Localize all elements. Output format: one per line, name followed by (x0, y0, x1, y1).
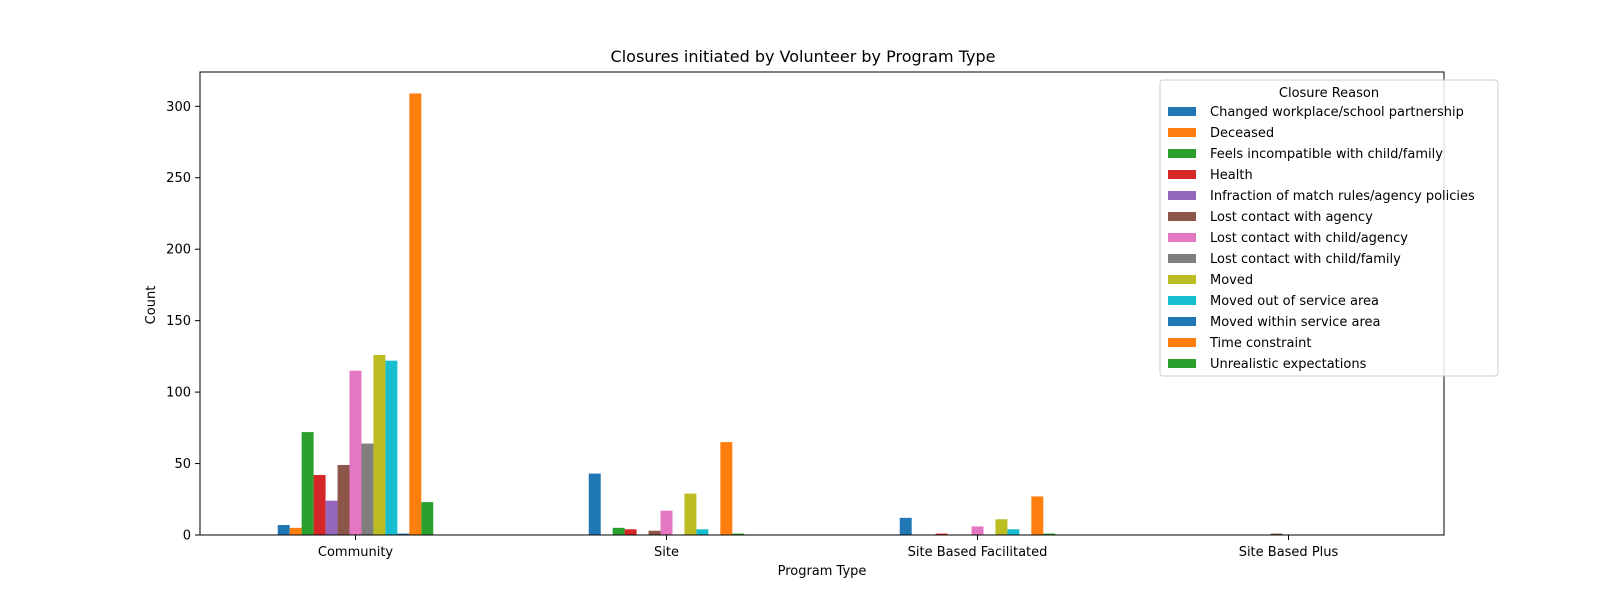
bar (385, 360, 398, 535)
legend-label: Unrealistic expectations (1210, 357, 1367, 372)
bar (421, 502, 434, 535)
x-tick-label: Site Based Plus (1239, 545, 1339, 560)
x-axis-label: Program Type (778, 564, 867, 579)
bar (660, 510, 673, 535)
bar (373, 354, 386, 535)
bar (277, 525, 290, 535)
legend-swatch (1168, 191, 1196, 200)
bar (1031, 496, 1044, 535)
bar (313, 474, 326, 535)
legend-swatch (1168, 107, 1196, 116)
x-tick-label: Site (654, 545, 679, 560)
legend-label: Lost contact with child/family (1210, 252, 1401, 267)
y-tick-label: 0 (183, 529, 191, 544)
legend-label: Infraction of match rules/agency policie… (1210, 189, 1475, 204)
bar (1007, 529, 1020, 535)
legend-label: Moved (1210, 273, 1253, 288)
bar (899, 517, 912, 535)
y-tick-label: 150 (166, 314, 191, 329)
x-tick-label: Community (318, 545, 394, 560)
y-tick-label: 50 (174, 457, 191, 472)
legend-label: Feels incompatible with child/family (1210, 147, 1443, 162)
bar (325, 500, 338, 535)
bar (289, 527, 302, 535)
legend-swatch (1168, 275, 1196, 284)
legend-label: Lost contact with child/agency (1210, 231, 1408, 246)
bar (995, 519, 1008, 535)
bar (684, 493, 697, 535)
legend-title: Closure Reason (1279, 86, 1379, 101)
legend-items: Changed workplace/school partnership Dece… (1168, 105, 1475, 372)
bar (349, 370, 362, 535)
bar (1270, 533, 1283, 535)
chart-title: Closures initiated by Volunteer by Progr… (611, 47, 996, 66)
legend-label: Health (1210, 168, 1253, 183)
bar (301, 432, 314, 535)
legend-swatch (1168, 317, 1196, 326)
legend-label: Moved within service area (1210, 315, 1381, 330)
y-tick-label: 300 (166, 100, 191, 115)
legend-swatch (1168, 170, 1196, 179)
legend-swatch (1168, 233, 1196, 242)
bar (935, 533, 948, 535)
bar (361, 443, 374, 535)
legend-label: Time constraint (1209, 336, 1311, 351)
legend-swatch (1168, 254, 1196, 263)
y-axis-label: Count (144, 286, 159, 325)
x-tick-label: Site Based Facilitated (908, 545, 1048, 560)
bar (337, 464, 350, 535)
bars-layer (277, 93, 1283, 535)
bar (696, 529, 709, 535)
legend-label: Moved out of service area (1210, 294, 1379, 309)
y-tick-label: 250 (166, 171, 191, 186)
legend-label: Changed workplace/school partnership (1210, 105, 1464, 120)
legend: Closure Reason Changed workplace/school … (1159, 79, 1499, 377)
legend-swatch (1168, 128, 1196, 137)
bar (720, 442, 733, 535)
y-axis: 0 50 100 150 200 250 300 (166, 100, 200, 544)
legend-swatch (1168, 212, 1196, 221)
bar (732, 533, 745, 535)
bar (648, 530, 661, 535)
legend-swatch (1168, 149, 1196, 158)
legend-label: Deceased (1210, 126, 1274, 141)
bar (1043, 533, 1056, 535)
y-tick-label: 100 (166, 386, 191, 401)
bar (612, 527, 625, 535)
legend-label: Lost contact with agency (1210, 210, 1373, 225)
legend-swatch (1168, 296, 1196, 305)
legend-swatch (1168, 338, 1196, 347)
bar (971, 526, 984, 535)
legend-frame (1159, 79, 1499, 377)
bar (409, 93, 422, 535)
x-axis: Community Site Site Based Facilitated Site … (318, 535, 1339, 560)
bar (624, 529, 637, 535)
bar (588, 473, 601, 535)
legend-swatch (1168, 359, 1196, 368)
bar (397, 533, 410, 535)
y-tick-label: 200 (166, 243, 191, 258)
